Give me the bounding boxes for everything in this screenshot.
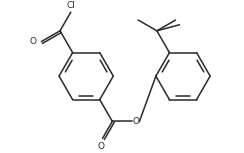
Text: O: O bbox=[97, 142, 104, 151]
Text: O: O bbox=[30, 37, 37, 46]
Text: O: O bbox=[132, 117, 139, 126]
Text: Cl: Cl bbox=[66, 1, 75, 10]
